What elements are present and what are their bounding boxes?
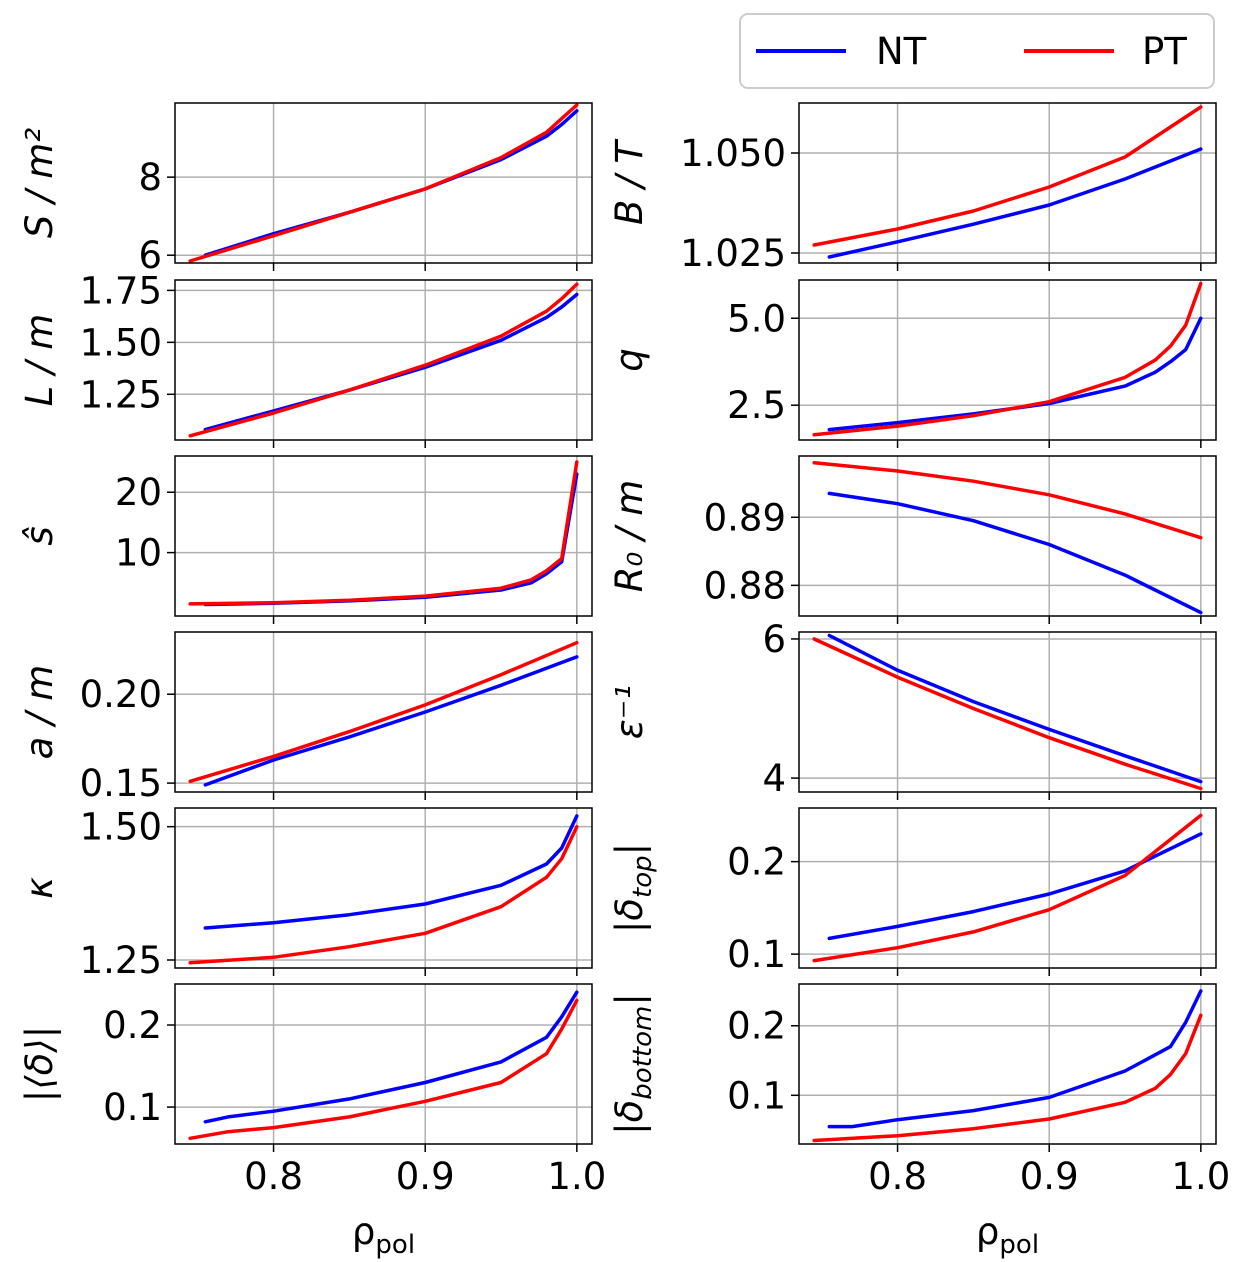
y-axis-label: κ xyxy=(18,877,61,899)
panel-7: 4 6 ε⁻¹ xyxy=(608,618,1217,800)
y-tick-label: 8 xyxy=(138,156,162,199)
panel-4: 10 20 ŝ xyxy=(18,455,593,624)
series-line-pt xyxy=(188,824,579,965)
x-tick-label: 0.9 xyxy=(396,1155,455,1198)
y-axis-label: a / m xyxy=(18,665,61,760)
series-line-nt xyxy=(827,316,1203,432)
panel-8: 1.25 1.50 κ xyxy=(18,806,593,982)
series-line-pt xyxy=(188,640,579,784)
panel-9: 0.1 0.2 |δtop| xyxy=(608,807,1217,976)
series-line-nt xyxy=(203,655,579,787)
x-tick-label: 1.0 xyxy=(547,1155,606,1198)
series-line-pt xyxy=(812,637,1203,791)
axes-frame xyxy=(798,983,1217,1145)
y-axis-label: ε⁻¹ xyxy=(608,685,651,739)
series-line-nt xyxy=(203,109,579,257)
series-line-nt xyxy=(827,491,1203,615)
y-tick-label: 1.25 xyxy=(80,373,162,416)
y-tick-label: 0.1 xyxy=(727,933,786,976)
axes-frame xyxy=(174,279,593,441)
series-line-nt xyxy=(827,832,1203,941)
series-line-pt xyxy=(188,998,579,1141)
panel-6: 0.15 0.20 a / m xyxy=(18,631,593,805)
series-line-nt xyxy=(827,989,1203,1129)
series-line-nt xyxy=(203,472,579,607)
axes-frame xyxy=(174,983,593,1145)
panels: 6 8 S / m² 1.025 1.050 B / T 1.25 1.50 1.75 L / m… xyxy=(18,102,1230,1260)
y-tick-label: 0.1 xyxy=(103,1086,162,1129)
y-axis-label: L / m xyxy=(18,314,61,407)
series-line-pt xyxy=(188,103,579,263)
series-line-pt xyxy=(812,1013,1203,1143)
series-line-nt xyxy=(203,292,579,432)
y-tick-label: 1.050 xyxy=(680,132,786,175)
panel-10: 0.1 0.2 0.8 0.9 1.0 ρpol |⟨δ⟩| xyxy=(18,983,606,1260)
x-axis-label: ρpol xyxy=(976,1210,1039,1260)
y-tick-label: 1.75 xyxy=(80,269,162,312)
axes-frame xyxy=(798,807,1217,969)
axes-frame xyxy=(174,807,593,969)
y-tick-label: 5.0 xyxy=(727,297,786,340)
series-line-nt xyxy=(203,814,579,930)
y-tick-label: 6 xyxy=(762,618,786,661)
y-tick-label: 10 xyxy=(115,532,162,575)
y-tick-label: 0.2 xyxy=(727,841,786,884)
y-tick-label: 0.2 xyxy=(103,1004,162,1047)
y-tick-label: 1.025 xyxy=(680,232,786,275)
y-tick-label: 2.5 xyxy=(727,384,786,427)
x-axis-label: ρpol xyxy=(352,1210,415,1260)
series-line-nt xyxy=(827,147,1203,259)
y-axis-label: |⟨δ⟩| xyxy=(18,1026,61,1102)
y-tick-label: 0.89 xyxy=(704,496,786,539)
y-tick-label: 0.1 xyxy=(727,1074,786,1117)
series-line-pt xyxy=(812,281,1203,437)
axes-frame xyxy=(174,631,593,793)
y-tick-label: 1.50 xyxy=(80,321,162,364)
axes-frame xyxy=(798,631,1217,793)
panel-1: 1.025 1.050 B / T xyxy=(608,102,1217,275)
series-line-nt xyxy=(827,633,1203,784)
panel-2: 1.25 1.50 1.75 L / m xyxy=(18,269,593,448)
series-line-pt xyxy=(812,105,1203,247)
y-tick-label: 0.2 xyxy=(727,1005,786,1048)
legend-label-nt: NT xyxy=(876,30,927,73)
y-tick-label: 0.88 xyxy=(704,564,786,607)
panel-5: 0.88 0.89 R₀ / m xyxy=(608,455,1217,624)
x-tick-label: 1.0 xyxy=(1171,1155,1230,1198)
y-tick-label: 1.50 xyxy=(80,806,162,849)
y-axis-label: |δtop| xyxy=(608,843,658,933)
y-tick-label: 20 xyxy=(115,471,162,514)
axes-frame xyxy=(174,455,593,617)
legend: NT PT xyxy=(739,13,1215,89)
y-axis-label: B / T xyxy=(608,139,651,225)
panel-11: 0.1 0.2 0.8 0.9 1.0 ρpol |δbottom| xyxy=(608,983,1230,1260)
x-tick-label: 0.8 xyxy=(244,1155,303,1198)
y-axis-label: |δbottom| xyxy=(608,993,658,1135)
y-axis-label: S / m² xyxy=(18,128,61,239)
x-tick-label: 0.8 xyxy=(868,1155,927,1198)
series-line-pt xyxy=(188,282,579,438)
axes-frame xyxy=(798,279,1217,441)
y-axis-label: q xyxy=(608,348,651,372)
panel-3: 2.5 5.0 q xyxy=(608,279,1217,448)
y-axis-label: ŝ xyxy=(18,526,61,545)
y-tick-label: 6 xyxy=(138,234,162,277)
y-tick-label: 0.20 xyxy=(80,673,162,716)
axes-frame xyxy=(798,102,1217,264)
legend-label-pt: PT xyxy=(1142,30,1187,73)
series-line-pt xyxy=(188,460,579,606)
series-line-pt xyxy=(812,461,1203,540)
series-line-pt xyxy=(812,813,1203,963)
y-tick-label: 4 xyxy=(762,757,786,800)
y-axis-label: R₀ / m xyxy=(608,480,651,593)
y-tick-label: 1.25 xyxy=(80,939,162,982)
axes-frame xyxy=(174,102,593,264)
axes-frame xyxy=(798,455,1217,617)
legend-box xyxy=(739,13,1215,89)
x-tick-label: 0.9 xyxy=(1020,1155,1079,1198)
y-tick-label: 0.15 xyxy=(80,762,162,805)
panel-0: 6 8 S / m² xyxy=(18,102,593,277)
series-line-nt xyxy=(203,990,579,1124)
